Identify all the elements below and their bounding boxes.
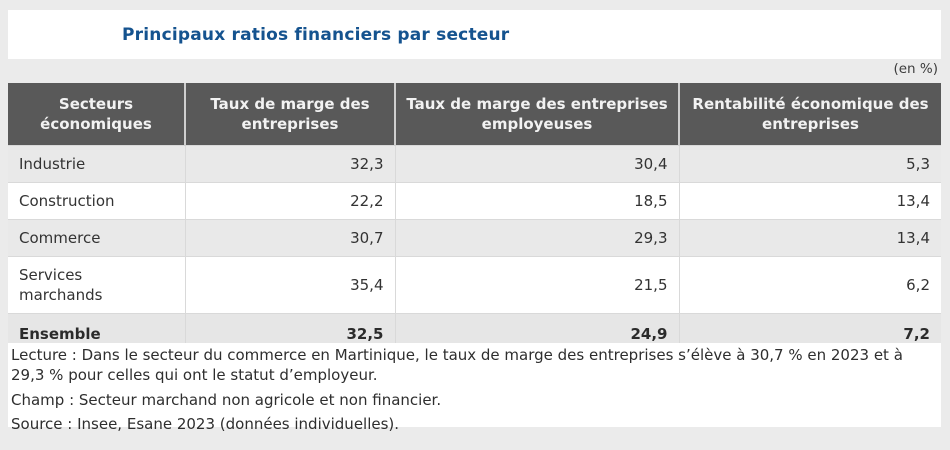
note-lecture: Lecture : Dans le secteur du commerce en… xyxy=(11,346,903,384)
table-row-services-marchands: Services marchands 35,4 21,5 6,2 xyxy=(8,256,941,314)
row-label: Industrie xyxy=(8,145,185,183)
cell-value: 13,4 xyxy=(678,219,941,257)
unit-note: (en %) xyxy=(893,61,938,77)
col-header-rentabilite: Rentabilité économique des entreprises xyxy=(678,83,941,146)
cell-value: 18,5 xyxy=(394,182,679,220)
figure-notes: Lecture : Dans le secteur du commerce en… xyxy=(8,343,941,433)
figure-title: Principaux ratios financiers par secteur xyxy=(122,24,510,45)
table-row-construction: Construction 22,2 18,5 13,4 xyxy=(8,182,941,220)
row-label-text: Services marchands xyxy=(19,265,103,304)
cell-value: 35,4 xyxy=(184,256,395,314)
cell-value: 13,4 xyxy=(678,182,941,220)
col-header-secteurs: Secteurs économiques xyxy=(8,83,185,146)
cell-value: 32,3 xyxy=(184,145,395,183)
table-row-commerce: Commerce 30,7 29,3 13,4 xyxy=(8,219,941,257)
cell-value: 6,2 xyxy=(678,256,941,314)
note-champ: Champ : Secteur marchand non agricole et… xyxy=(11,390,442,409)
col-header-taux-marge: Taux de marge des entreprises xyxy=(184,83,395,146)
row-label: Services marchands xyxy=(8,256,185,314)
ratios-table-wrap: Secteurs économiques Taux de marge des e… xyxy=(8,83,941,354)
row-label: Construction xyxy=(8,182,185,220)
row-label: Commerce xyxy=(8,219,185,257)
table-header-row: Secteurs économiques Taux de marge des e… xyxy=(8,83,941,146)
cell-value: 5,3 xyxy=(678,145,941,183)
figure-title-bar: Principaux ratios financiers par secteur xyxy=(8,10,941,59)
col-header-taux-marge-employeuses: Taux de marge des entreprises employeuse… xyxy=(394,83,679,146)
ratios-table: Secteurs économiques Taux de marge des e… xyxy=(8,83,941,354)
cell-value: 22,2 xyxy=(184,182,395,220)
cell-value: 29,3 xyxy=(394,219,679,257)
cell-value: 30,4 xyxy=(394,145,679,183)
note-source: Source : Insee, Esane 2023 (données indi… xyxy=(11,415,400,434)
cell-value: 30,7 xyxy=(184,219,395,257)
cell-value: 21,5 xyxy=(394,256,679,314)
table-row-industrie: Industrie 32,3 30,4 5,3 xyxy=(8,145,941,183)
